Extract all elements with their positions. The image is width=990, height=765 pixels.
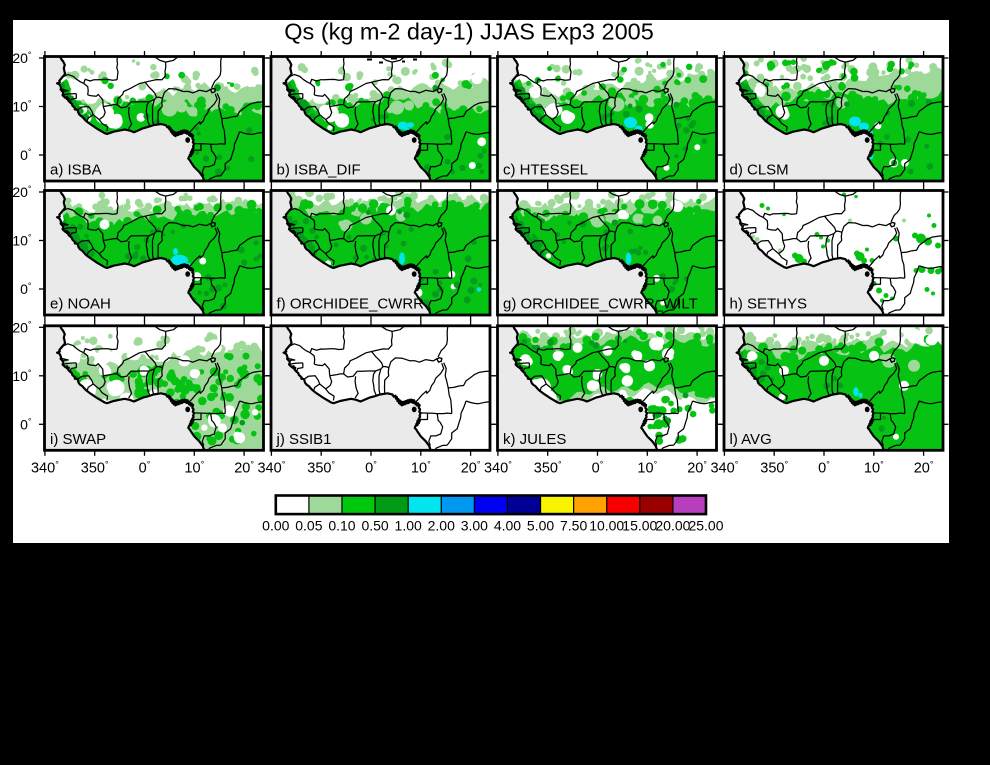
svg-text:7.50: 7.50 (560, 518, 587, 534)
svg-text:g) ORCHIDEE_CWRR_WILT: g) ORCHIDEE_CWRR_WILT (503, 296, 698, 313)
svg-text:j) SSIB1: j) SSIB1 (276, 431, 332, 448)
svg-text:350°: 350° (81, 460, 109, 477)
svg-text:20°: 20° (914, 460, 934, 477)
svg-text:340°: 340° (710, 460, 738, 477)
svg-text:10°: 10° (864, 460, 884, 477)
svg-text:10.00: 10.00 (589, 518, 624, 534)
svg-text:10°: 10° (12, 99, 32, 115)
svg-text:20°: 20° (12, 184, 32, 200)
svg-text:5.00: 5.00 (527, 518, 554, 534)
svg-text:0°: 0° (20, 281, 32, 297)
svg-text:340°: 340° (31, 460, 59, 477)
svg-text:l) AVG: l) AVG (730, 431, 772, 448)
svg-text:350°: 350° (760, 460, 788, 477)
svg-text:1.00: 1.00 (395, 518, 422, 534)
svg-text:15.00: 15.00 (622, 518, 657, 534)
svg-text:10°: 10° (411, 460, 431, 477)
svg-text:c) HTESSEL: c) HTESSEL (503, 162, 588, 179)
svg-text:20°: 20° (687, 460, 707, 477)
svg-text:10°: 10° (12, 233, 32, 249)
svg-text:20°: 20° (461, 460, 481, 477)
svg-text:20°: 20° (12, 50, 32, 66)
svg-text:20°: 20° (234, 460, 254, 477)
svg-text:e) NOAH: e) NOAH (50, 296, 111, 313)
svg-text:h) SETHYS: h) SETHYS (730, 296, 808, 313)
svg-text:f) ORCHIDEE_CWRR: f) ORCHIDEE_CWRR (277, 296, 425, 313)
svg-text:2.00: 2.00 (428, 518, 455, 534)
svg-text:10°: 10° (12, 368, 32, 384)
svg-text:k) JULES: k) JULES (503, 431, 566, 448)
svg-text:a) ISBA: a) ISBA (50, 162, 102, 179)
svg-text:0.50: 0.50 (361, 518, 388, 534)
svg-text:340°: 340° (257, 460, 285, 477)
svg-text:d) CLSM: d) CLSM (730, 162, 789, 179)
svg-text:4.00: 4.00 (494, 518, 521, 534)
svg-text:0.00: 0.00 (262, 518, 289, 534)
svg-text:25.00: 25.00 (688, 518, 723, 534)
svg-text:340°: 340° (484, 460, 512, 477)
svg-text:0°: 0° (20, 416, 32, 432)
svg-text:Qs (kg m-2 day-1) JJAS Exp3 20: Qs (kg m-2 day-1) JJAS Exp3 2005 (284, 19, 654, 45)
svg-text:350°: 350° (307, 460, 335, 477)
svg-text:3.00: 3.00 (461, 518, 488, 534)
svg-text:20.00: 20.00 (655, 518, 690, 534)
svg-text:10°: 10° (637, 460, 657, 477)
svg-text:10°: 10° (184, 460, 204, 477)
svg-text:20°: 20° (12, 319, 32, 335)
svg-text:0°: 0° (20, 147, 32, 163)
svg-text:b) ISBA_DIF: b) ISBA_DIF (277, 162, 361, 179)
svg-text:0.10: 0.10 (328, 518, 355, 534)
svg-text:350°: 350° (534, 460, 562, 477)
svg-text:i) SWAP: i) SWAP (50, 431, 106, 448)
svg-text:0.05: 0.05 (295, 518, 322, 534)
